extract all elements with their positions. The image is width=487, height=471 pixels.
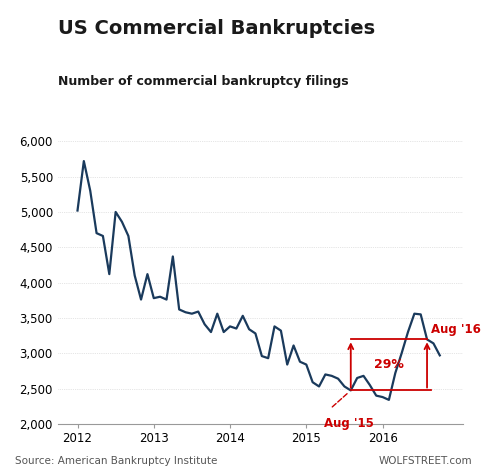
Text: US Commercial Bankruptcies: US Commercial Bankruptcies (58, 19, 375, 38)
Text: WOLFSTREET.com: WOLFSTREET.com (379, 456, 472, 466)
Text: Source: American Bankruptcy Institute: Source: American Bankruptcy Institute (15, 456, 217, 466)
Text: Aug '16: Aug '16 (431, 323, 481, 336)
Text: Aug '15: Aug '15 (324, 417, 374, 430)
Text: 29%: 29% (374, 358, 404, 372)
Text: Number of commercial bankruptcy filings: Number of commercial bankruptcy filings (58, 75, 349, 89)
